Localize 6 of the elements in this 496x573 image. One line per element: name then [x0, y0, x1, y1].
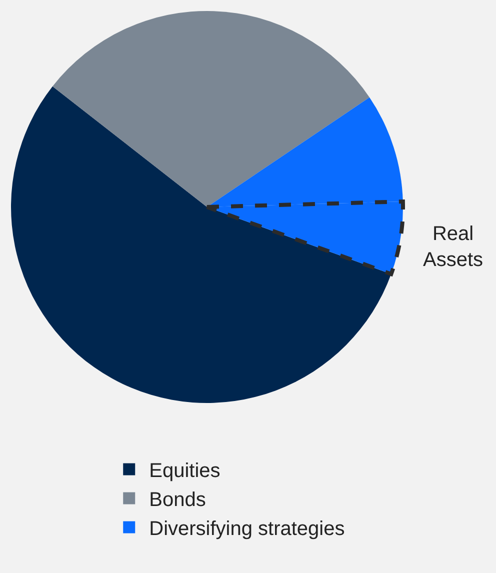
pie-slice	[11, 86, 392, 403]
pie-slice	[52, 11, 370, 207]
data-label: Real Assets	[423, 223, 484, 271]
legend-label: Bonds	[149, 489, 206, 512]
legend-label: Equities	[149, 460, 220, 482]
legend-label: Diversifying strategies	[149, 518, 345, 540]
